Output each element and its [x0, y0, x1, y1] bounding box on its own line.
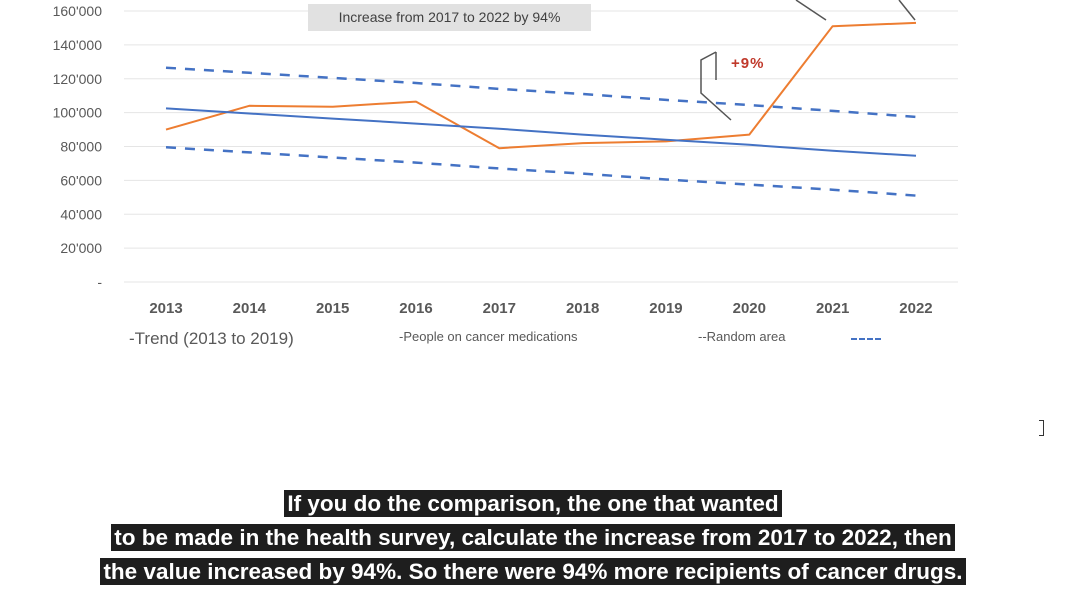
percent-annotation: +9%: [731, 55, 765, 72]
subtitle-line-2: to be made in the health survey, calcula…: [0, 521, 1066, 555]
x-tick-label: 2015: [316, 300, 349, 317]
bracket-annotation-top-left: [795, 0, 827, 21]
y-tick-label: 100'000: [53, 105, 103, 121]
x-tick-label: 2013: [149, 300, 182, 317]
legend-random-area: --Random area: [698, 329, 786, 344]
subtitle-line-3: the value increased by 94%. So there wer…: [0, 555, 1066, 589]
y-tick-label: 60'000: [60, 172, 102, 188]
x-tick-label: 2022: [899, 300, 932, 317]
random-area-lower-line: [165, 146, 917, 197]
x-tick-label: 2017: [483, 300, 516, 317]
x-tick-label: 2019: [649, 300, 682, 317]
legend-dash-swatch: [851, 338, 881, 340]
legend-trend: -Trend (2013 to 2019): [129, 329, 294, 348]
x-tick-label: 2014: [233, 300, 267, 317]
y-tick-label: 20'000: [60, 240, 102, 256]
x-tick-label: 2021: [816, 300, 849, 317]
people-on-cancer-medications-line: [165, 21, 917, 150]
bracket-annotation-lower: [700, 51, 732, 121]
random-area-upper-line: [165, 66, 917, 119]
cursor-icon: [1039, 420, 1044, 436]
bracket-annotation-top-right: [898, 0, 916, 21]
y-tick-label: 140'000: [53, 37, 103, 53]
subtitle-caption: If you do the comparison, the one that w…: [0, 487, 1066, 589]
y-tick-label: 160'000: [53, 3, 103, 19]
trend-line: [165, 107, 917, 157]
subtitle-line-1: If you do the comparison, the one that w…: [0, 487, 1066, 521]
x-tick-label: 2018: [566, 300, 599, 317]
y-tick-label: 80'000: [60, 139, 102, 155]
legend-people-on-cancer-medications: -People on cancer medications: [399, 329, 578, 344]
increase-annotation: Increase from 2017 to 2022 by 94%: [308, 4, 591, 31]
y-tick-label: 40'000: [60, 206, 102, 222]
x-tick-label: 2020: [733, 300, 766, 317]
y-tick-label: -: [97, 274, 102, 290]
x-tick-label: 2016: [399, 300, 432, 317]
y-tick-label: 120'000: [53, 71, 103, 87]
